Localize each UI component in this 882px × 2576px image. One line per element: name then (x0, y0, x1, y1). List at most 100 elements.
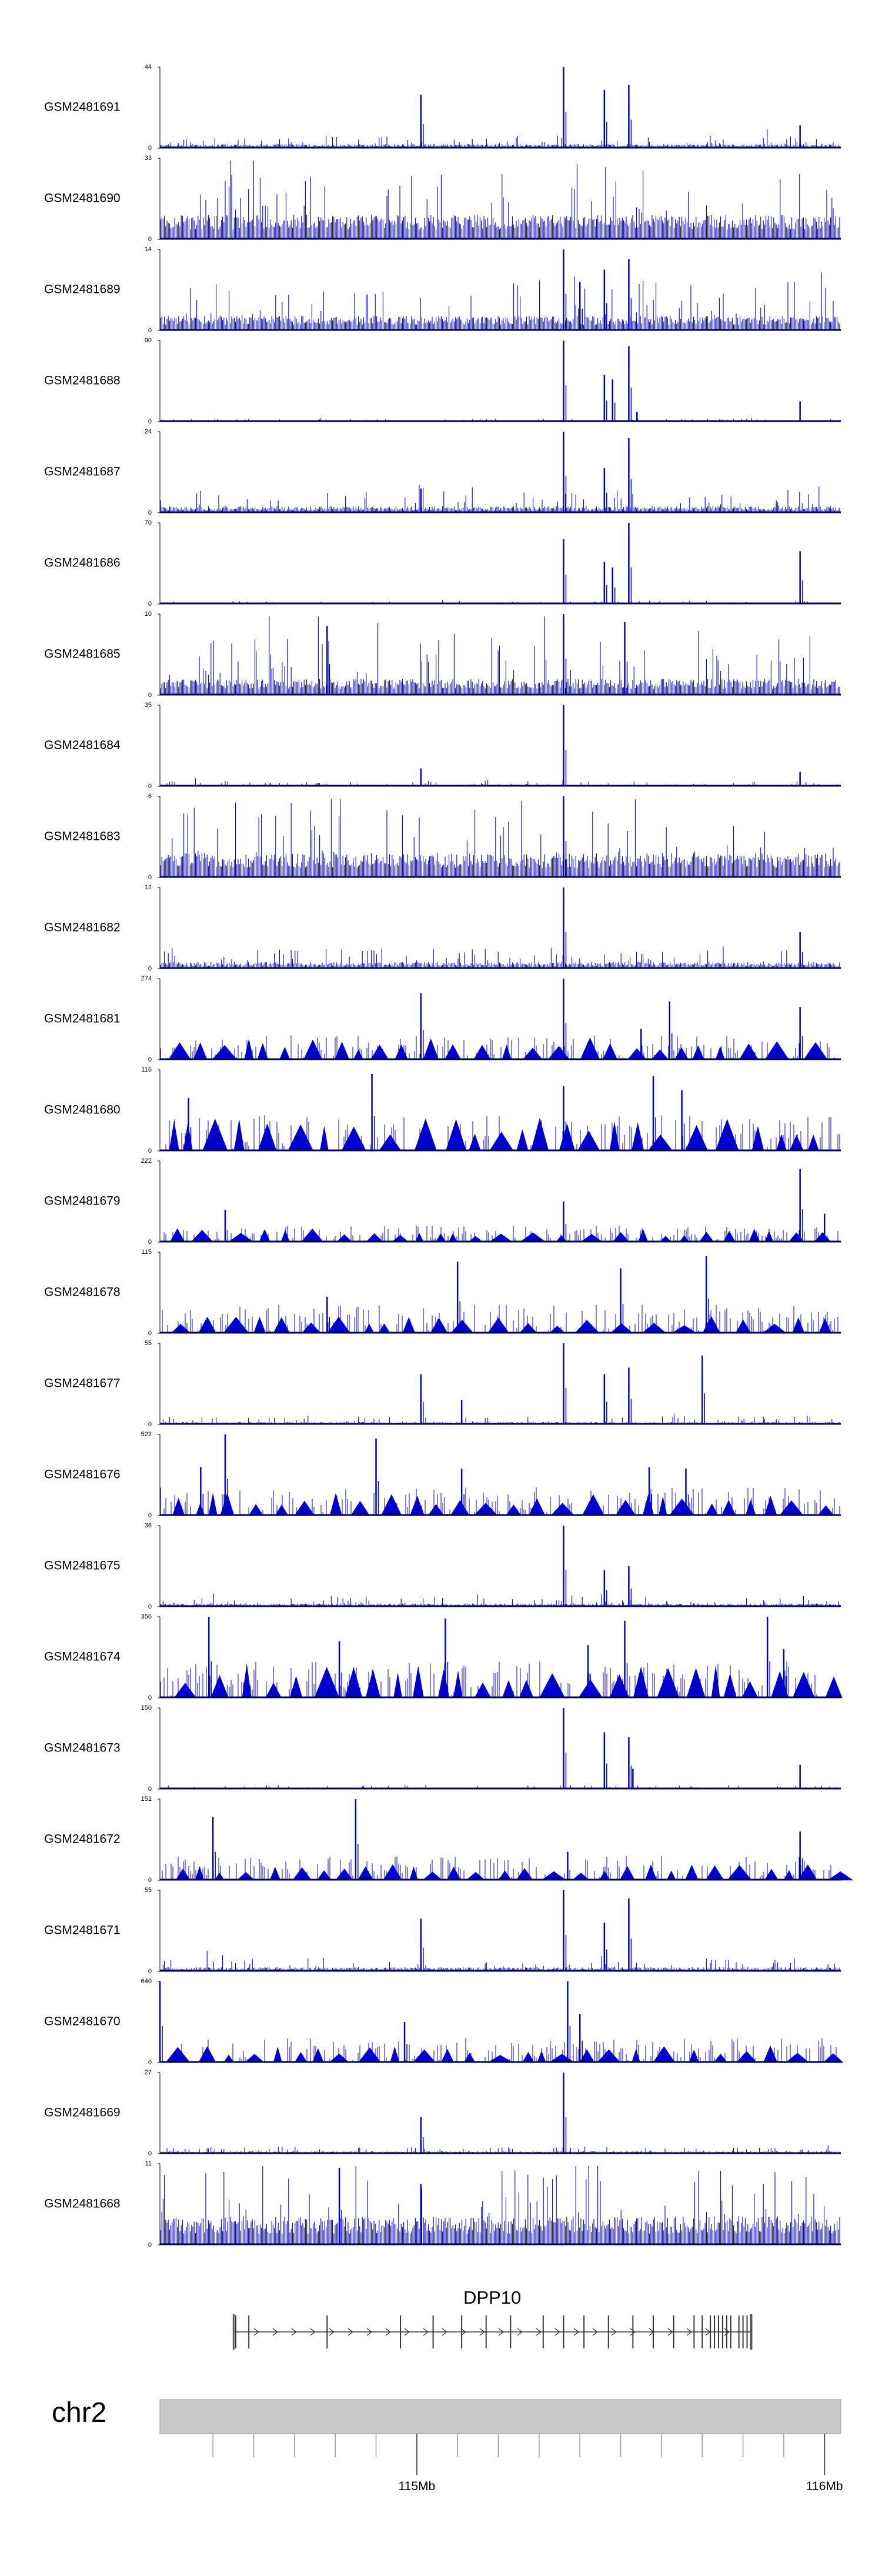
signal-bars (160, 1487, 840, 1516)
coverage-block (519, 1323, 538, 1334)
coverage-block (289, 1676, 303, 1699)
coverage-block (653, 2046, 676, 2063)
strand-arrow (498, 2328, 504, 2336)
coverage-block (412, 1666, 424, 1699)
gene-start-mark (232, 2314, 235, 2350)
y-min-label: 0 (148, 600, 152, 608)
strand-arrow (310, 2328, 316, 2336)
coverage-block (789, 1134, 804, 1152)
track-label: GSM2481674 (44, 1650, 121, 1664)
signal-bars (162, 1856, 831, 1880)
track-GSM2481680: GSM2481680 116 0 (44, 1066, 841, 1154)
coverage-block (685, 1125, 709, 1152)
coverage-block (807, 1134, 820, 1152)
y-min-label: 0 (148, 783, 152, 790)
coverage-block (699, 1232, 714, 1243)
coverage-block (582, 1494, 605, 1516)
coverage-block (711, 1666, 720, 1699)
coverage-block (487, 1317, 510, 1334)
y-max-label: 151 (141, 1796, 152, 1803)
y-max-label: 150 (141, 1704, 152, 1711)
coverage-block (764, 1041, 790, 1060)
coverage-block (686, 1668, 706, 1699)
y-max-label: 116 (141, 1066, 152, 1073)
strand-arrow (272, 2328, 278, 2336)
y-min-label: 0 (148, 2150, 152, 2157)
coverage-block (341, 1126, 367, 1152)
coverage-block (172, 1497, 185, 1516)
y-max-label: 55 (145, 1340, 152, 1347)
coverage-block (574, 1320, 600, 1334)
coverage-block (474, 1682, 492, 1699)
coverage-block (335, 1868, 353, 1881)
coverage-block (597, 2049, 621, 2063)
gene-track: DPP10 (232, 2287, 753, 2350)
coverage-block (468, 1133, 482, 1152)
axis-tick-label: 116Mb (806, 2480, 843, 2493)
coverage-block (450, 1319, 474, 1334)
y-min-label: 0 (148, 236, 152, 243)
track-label: GSM2481671 (44, 1924, 121, 1937)
track-label: GSM2481675 (44, 1559, 121, 1573)
coverage-block (702, 1316, 721, 1334)
signal-bars (162, 1304, 840, 1333)
track-GSM2481687: GSM2481687 24 0 (44, 428, 841, 516)
track-GSM2481688: GSM2481688 90 0 (44, 337, 841, 425)
coverage-block (379, 1134, 402, 1152)
signal-bars (160, 1035, 835, 1060)
signal-bars (160, 272, 840, 331)
y-max-label: 356 (141, 1613, 152, 1620)
track-GSM2481682: GSM2481682 12 0 (44, 884, 841, 972)
strand-arrow (442, 2328, 447, 2336)
coverage-block (173, 1683, 197, 1699)
track-label: GSM2481683 (44, 830, 121, 843)
signal-bars (160, 1593, 840, 1607)
coverage-block (657, 1667, 680, 1699)
y-max-label: 11 (145, 2160, 152, 2167)
track-label: GSM2481677 (44, 1377, 121, 1390)
coverage-block (273, 2046, 282, 2063)
y-min-label: 0 (148, 418, 152, 425)
track-GSM2481685: GSM2481685 10 0 (44, 610, 841, 699)
track-label: GSM2481680 (44, 1103, 121, 1117)
coverage-block (559, 1123, 576, 1152)
track-GSM2481671: GSM2481671 55 0 (44, 1887, 841, 1975)
coverage-block (825, 1676, 843, 1699)
y-max-label: 640 (141, 1978, 152, 1985)
coverage-block (727, 1865, 753, 1881)
coverage-block (208, 1493, 218, 1516)
coverage-block (684, 1864, 699, 1881)
coverage-block (705, 1865, 724, 1881)
coverage-block (169, 1121, 179, 1152)
coverage-block (350, 1500, 370, 1516)
strand-arrow (686, 2328, 692, 2336)
y-max-label: 10 (145, 610, 152, 618)
y-max-label: 222 (141, 1157, 152, 1164)
coverage-block (691, 1045, 704, 1060)
signal-bars (160, 129, 840, 148)
y-max-label: 36 (145, 1522, 152, 1529)
coverage-block (253, 1316, 266, 1334)
coverage-block (423, 1038, 439, 1060)
track-label: GSM2481678 (44, 1286, 121, 1299)
coverage-block (715, 1046, 725, 1060)
signal-bars (160, 1950, 840, 1971)
coverage-block (198, 2046, 216, 2063)
coverage-block (739, 1043, 759, 1060)
chromosome-band (159, 2399, 841, 2434)
signal-bars (160, 616, 840, 695)
coverage-block (798, 1864, 818, 1881)
coverage-block (258, 1123, 277, 1152)
y-max-label: 522 (141, 1431, 152, 1438)
strand-arrow (573, 2328, 579, 2336)
coverage-block (402, 1317, 416, 1334)
coverage-block (211, 1674, 229, 1699)
coverage-block (292, 1867, 312, 1881)
y-min-label: 0 (148, 327, 152, 334)
coverage-block (412, 2049, 436, 2063)
track-GSM2481690: GSM2481690 33 0 (44, 155, 841, 243)
coverage-block (647, 1134, 673, 1152)
y-min-label: 0 (148, 1330, 152, 1337)
y-min-label: 0 (148, 1694, 152, 1701)
coverage-block (489, 1132, 514, 1152)
